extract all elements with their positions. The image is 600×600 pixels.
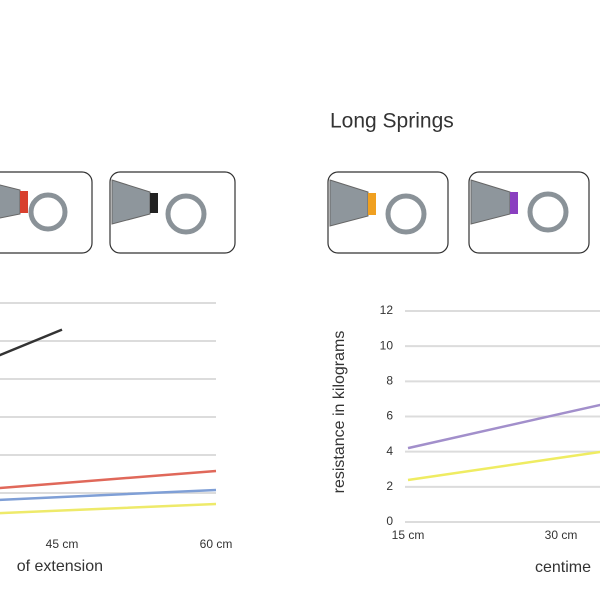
chart-title: Long Springs xyxy=(330,110,454,133)
spring-cap xyxy=(20,191,28,213)
y-tick-label: 10 xyxy=(380,338,394,352)
spring-ring xyxy=(165,193,207,235)
x-tick-label: 30 cm xyxy=(545,528,578,542)
x-tick-label: 45 cm xyxy=(46,537,79,551)
spring-cap xyxy=(150,193,158,213)
spring-ring xyxy=(527,191,569,233)
x-tick-label: 15 cm xyxy=(392,528,425,542)
data-line xyxy=(0,328,63,357)
spring-ring xyxy=(28,192,68,232)
data-line xyxy=(0,488,217,502)
x-axis-label: centime xyxy=(535,559,591,576)
spring-cap xyxy=(368,193,376,215)
spring-ring xyxy=(385,193,427,235)
data-line xyxy=(407,450,600,482)
spring-cap xyxy=(510,192,518,214)
spring xyxy=(111,179,151,225)
y-tick-label: 6 xyxy=(386,409,393,423)
y-tick-label: 0 xyxy=(386,514,393,528)
y-tick-label: 4 xyxy=(386,444,393,458)
y-tick-label: 2 xyxy=(386,479,393,493)
y-axis-label: resistance in kilograms xyxy=(331,331,348,494)
spring xyxy=(329,179,369,227)
spring-images xyxy=(0,171,590,254)
data-line xyxy=(0,469,217,490)
data-line xyxy=(0,502,217,515)
data-line xyxy=(407,403,600,450)
y-tick-label: 8 xyxy=(386,374,393,388)
x-axis-label: of extension xyxy=(17,558,103,575)
x-tick-label: 60 cm xyxy=(200,537,233,551)
y-tick-label: 12 xyxy=(380,303,394,317)
spring xyxy=(0,184,21,219)
